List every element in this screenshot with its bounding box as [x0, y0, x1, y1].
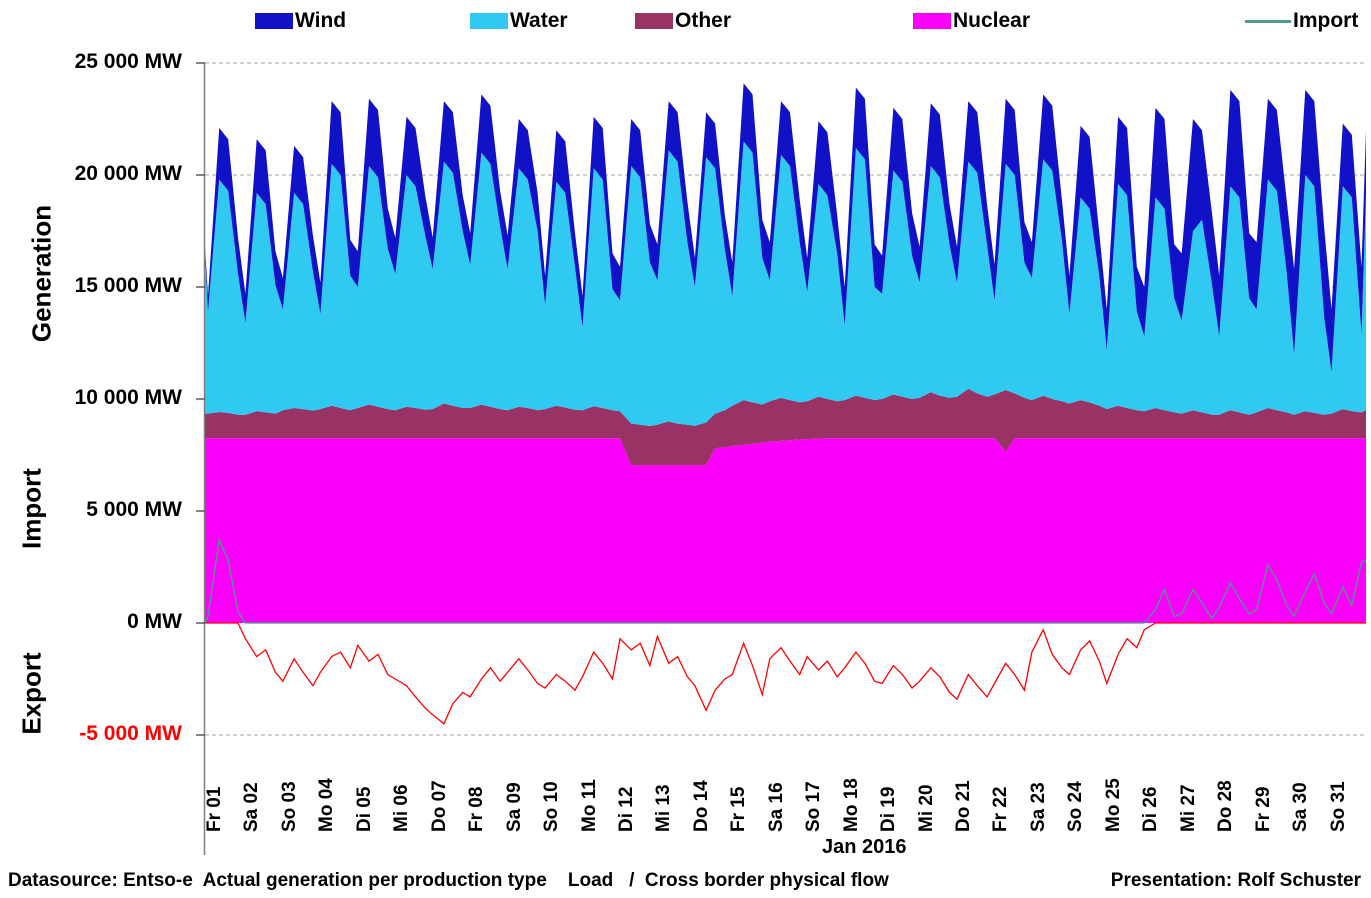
x-axis-label: Do 28 — [1215, 780, 1237, 832]
import-line — [204, 537, 1367, 624]
x-axis-label: Sa 02 — [241, 782, 263, 832]
x-axis-label: Mi 20 — [915, 784, 937, 832]
legend-import-swatch-icon — [1245, 19, 1291, 23]
x-axis-label: Do 07 — [428, 780, 450, 832]
x-axis-label: Mi 06 — [391, 784, 413, 832]
export-axis-label: Export — [16, 652, 47, 735]
legend-label: Other — [675, 9, 732, 32]
x-axis-label: Di 05 — [353, 786, 375, 832]
nuclear-area — [205, 438, 1366, 623]
x-axis-label: Mi 13 — [653, 784, 675, 832]
legend-label: Import — [1293, 9, 1359, 32]
y-axis-label: 15 000 MW — [74, 274, 182, 297]
legend-label: Wind — [295, 9, 347, 32]
export-line — [205, 622, 1366, 725]
x-axis-label: Sa 23 — [1027, 782, 1049, 832]
x-axis-label: Sa 16 — [765, 782, 787, 832]
x-axis-label: Fr 15 — [728, 786, 750, 832]
y-axis-label: -5 000 MW — [79, 722, 182, 745]
footer-datasource: Datasource: Entso-e Actual generation pe… — [8, 870, 889, 891]
x-axis-label: Fr 01 — [204, 786, 225, 832]
y-axis-label: 5 000 MW — [86, 498, 182, 521]
legend-item-nuclear: Nuclear — [913, 6, 1030, 36]
x-axis-title: Jan 2016 — [822, 836, 907, 858]
other-area — [205, 388, 1366, 466]
legend-label: Water — [510, 9, 568, 32]
x-axis-label: Do 21 — [953, 780, 975, 832]
x-axis-label: Mi 27 — [1177, 784, 1199, 832]
legend-water-swatch-icon — [470, 13, 508, 29]
y-axis-label: 0 MW — [127, 610, 182, 633]
y-axis-label: 25 000 MW — [74, 50, 182, 73]
x-axis-label: Sa 09 — [503, 782, 525, 832]
wind-area — [205, 83, 1366, 373]
y-axis-label: 10 000 MW — [74, 386, 182, 409]
x-axis-label: So 31 — [1327, 781, 1349, 832]
legend-item-other: Other — [635, 6, 731, 36]
x-axis-label: Di 19 — [878, 786, 900, 832]
x-axis-label: Mo 25 — [1102, 778, 1124, 832]
x-axis-label: So 24 — [1065, 781, 1087, 832]
legend-item-import: Import — [1245, 6, 1358, 36]
x-axis-label: Di 12 — [615, 786, 637, 832]
legend-nuclear-swatch-icon — [913, 13, 951, 29]
y-axis-label: 20 000 MW — [74, 162, 182, 185]
x-axis-label: So 03 — [278, 781, 300, 832]
water-area — [205, 141, 1366, 426]
x-axis-label: Do 14 — [690, 780, 712, 832]
legend-other-swatch-icon — [635, 13, 673, 29]
legend-item-water: Water — [470, 6, 568, 36]
x-axis-label: Fr 29 — [1252, 786, 1274, 832]
x-axis-label: Sa 30 — [1290, 782, 1312, 832]
x-axis-label: Mo 11 — [578, 779, 600, 832]
x-axis-label: Mo 18 — [840, 778, 862, 832]
x-axis-label: So 10 — [541, 781, 563, 832]
footer-presentation: Presentation: Rolf Schuster — [1110, 870, 1361, 891]
x-axis-label: Fr 08 — [466, 786, 488, 832]
x-axis-label: So 17 — [803, 781, 825, 832]
legend-wind-swatch-icon — [255, 13, 293, 29]
x-axis-label: Mo 04 — [316, 778, 338, 832]
x-axis-label: Di 26 — [1140, 786, 1162, 832]
x-axis-label: Fr 22 — [990, 786, 1012, 832]
legend-item-wind: Wind — [255, 6, 346, 36]
legend-label: Nuclear — [953, 9, 1031, 32]
legend: Wind Water Other Nuclear Import — [0, 6, 1371, 40]
generation-axis-label: Generation — [26, 204, 57, 343]
